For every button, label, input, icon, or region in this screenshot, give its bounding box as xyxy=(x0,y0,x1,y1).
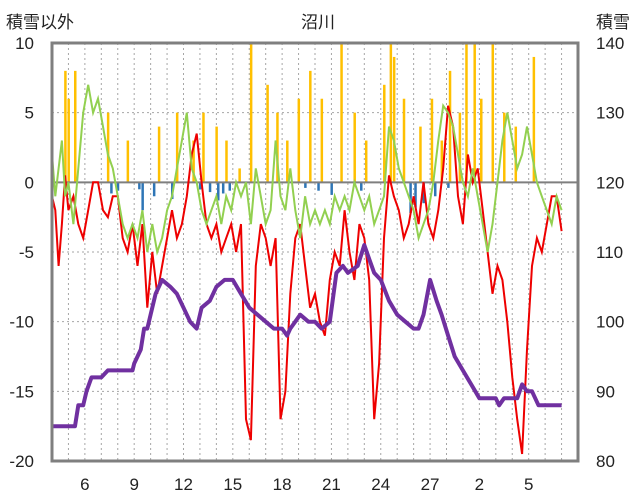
bar-negative xyxy=(138,182,141,190)
bar-positive xyxy=(503,112,506,183)
bar-positive xyxy=(440,140,444,183)
x-tick-label: 15 xyxy=(223,475,242,494)
bar-positive xyxy=(202,112,205,183)
bar-negative xyxy=(217,182,220,201)
bar-positive xyxy=(383,84,386,183)
chart-title: 沼川 xyxy=(301,13,335,32)
x-tick-label: 9 xyxy=(129,475,138,494)
bar-positive xyxy=(175,112,179,183)
bar-positive xyxy=(353,112,356,183)
bar-positive xyxy=(64,70,67,183)
grid-lines xyxy=(52,42,578,462)
bar-positive xyxy=(473,43,476,183)
bar-negative xyxy=(447,182,450,188)
bar-positive xyxy=(491,43,495,183)
bar-negative xyxy=(116,182,120,191)
bar-positive xyxy=(286,140,289,183)
bar-negative xyxy=(208,182,212,193)
bar-positive xyxy=(448,70,452,183)
bar-positive xyxy=(215,126,218,183)
y-left-tick-label: 5 xyxy=(25,104,34,123)
bar-positive xyxy=(340,43,343,183)
bar-positive xyxy=(225,140,228,183)
y-right-tick-label: 110 xyxy=(596,243,623,262)
bar-negative xyxy=(330,182,333,195)
bar-positive xyxy=(126,140,130,183)
x-tick-label: 18 xyxy=(273,475,292,494)
bar-negative xyxy=(152,182,156,197)
bar-positive xyxy=(430,98,434,183)
bar-positive xyxy=(514,126,518,183)
y-right-tick-label: 130 xyxy=(596,104,624,123)
bar-positive xyxy=(74,70,77,183)
bar-positive xyxy=(297,98,301,183)
y-right-tick-label: 80 xyxy=(596,452,615,471)
bar-positive xyxy=(402,98,406,183)
left-axis-title: 積雪以外 xyxy=(6,13,74,32)
series-green-line xyxy=(51,84,563,256)
tick-labels: 10 5 0 -5 -10 -15 -20 140 130 120 110 100 90 80 6 9 12 15… xyxy=(9,34,624,494)
bar-positive xyxy=(309,70,312,183)
x-tick-label: 21 xyxy=(322,475,341,494)
right-axis-title: 積雪 xyxy=(596,13,630,32)
series-red-line xyxy=(51,105,563,455)
bar-positive xyxy=(419,126,422,183)
bar-positive xyxy=(67,98,70,183)
series-purple-line xyxy=(52,243,562,429)
bar-negative xyxy=(317,182,320,191)
bar-positive xyxy=(276,112,279,183)
bar-positive xyxy=(238,168,241,183)
series-lines xyxy=(51,84,563,455)
x-tick-label: 27 xyxy=(421,475,440,494)
y-left-tick-label: -20 xyxy=(9,452,34,471)
bar-positive xyxy=(249,43,253,183)
y-right-tick-label: 140 xyxy=(596,34,624,53)
bar-positive xyxy=(266,84,269,183)
bar-negative xyxy=(414,182,417,208)
y-left-tick-label: 10 xyxy=(15,34,34,53)
bar-positive xyxy=(532,56,536,183)
y-right-tick-label: 90 xyxy=(596,382,615,401)
bar-positive xyxy=(465,43,468,183)
bar-negative xyxy=(304,182,307,188)
y-left-tick-label: 0 xyxy=(25,173,34,192)
x-tick-label: 12 xyxy=(174,475,193,494)
bar-positive xyxy=(320,98,324,183)
x-tick-label: 5 xyxy=(524,475,533,494)
x-tick-label: 2 xyxy=(475,475,484,494)
bar-positive xyxy=(389,43,393,183)
bar-positive xyxy=(392,56,396,183)
y-left-tick-label: -5 xyxy=(19,243,34,262)
bar-negative xyxy=(360,182,363,191)
bar-negative xyxy=(198,182,202,190)
bar-positive xyxy=(192,140,195,183)
x-tick-label: 24 xyxy=(371,475,390,494)
bar-negative xyxy=(110,182,113,194)
bar-negative xyxy=(409,182,412,213)
y-right-tick-label: 120 xyxy=(596,173,624,192)
bars xyxy=(64,43,536,213)
bar-positive xyxy=(106,112,110,183)
bar-negative xyxy=(141,182,144,211)
bar-negative xyxy=(433,182,437,197)
bar-positive xyxy=(480,98,483,183)
bar-negative xyxy=(221,182,225,194)
y-left-tick-label: -10 xyxy=(9,313,34,332)
x-tick-label: 6 xyxy=(80,475,89,494)
bar-negative xyxy=(228,182,232,191)
plot-frame xyxy=(50,41,580,463)
bar-positive xyxy=(364,140,368,183)
y-left-tick-label: -15 xyxy=(9,382,34,401)
bar-positive xyxy=(458,112,462,183)
y-right-tick-label: 100 xyxy=(596,313,624,332)
bar-positive xyxy=(157,126,161,183)
